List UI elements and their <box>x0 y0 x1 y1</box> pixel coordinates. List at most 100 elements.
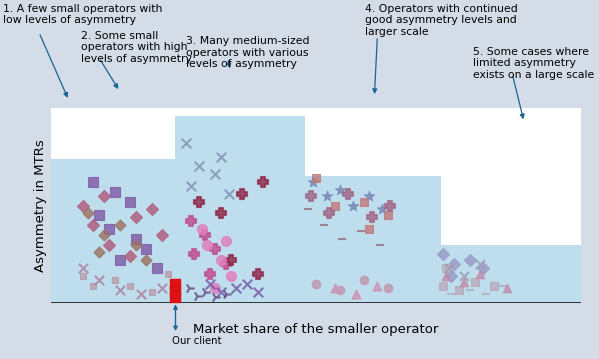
Point <box>184 285 193 290</box>
Point <box>489 283 498 289</box>
Point <box>94 213 104 218</box>
Point <box>329 202 339 208</box>
Point <box>210 295 220 300</box>
Point <box>131 242 141 248</box>
Point <box>441 265 450 271</box>
Point <box>189 252 199 257</box>
Point <box>253 271 262 277</box>
Point <box>200 232 210 238</box>
Point <box>115 287 125 293</box>
Point <box>192 293 201 298</box>
Point <box>449 261 459 267</box>
Point <box>359 199 368 205</box>
Point <box>99 193 109 199</box>
Point <box>476 261 485 267</box>
Point <box>187 183 196 189</box>
Point <box>329 285 339 290</box>
Point <box>385 202 395 208</box>
Point <box>195 164 204 169</box>
Point <box>470 279 480 285</box>
Point <box>306 193 316 199</box>
Point <box>126 253 135 259</box>
Point <box>99 232 109 238</box>
Point <box>181 140 191 146</box>
Point <box>356 228 366 234</box>
Point <box>147 289 156 294</box>
Text: Market share of the smaller operator: Market share of the smaller operator <box>193 323 438 336</box>
Point <box>216 257 225 263</box>
Point <box>465 287 474 293</box>
Point <box>210 285 220 290</box>
Point <box>237 191 247 197</box>
Point <box>104 242 114 248</box>
Bar <box>440 245 581 303</box>
Point <box>311 175 321 181</box>
Point <box>446 291 456 297</box>
Point <box>171 288 180 294</box>
Point <box>502 285 512 290</box>
Point <box>444 265 453 271</box>
Point <box>364 226 374 232</box>
Point <box>78 265 87 271</box>
Point <box>338 236 347 242</box>
Point <box>308 179 318 185</box>
Point <box>89 222 98 228</box>
Text: Our client: Our client <box>173 336 222 346</box>
Point <box>115 257 125 263</box>
Point <box>78 273 87 279</box>
Point <box>197 226 207 232</box>
Point <box>158 285 167 290</box>
Point <box>216 210 225 216</box>
Point <box>446 273 456 279</box>
Point <box>141 246 151 251</box>
Point <box>136 291 146 297</box>
Point <box>131 236 141 242</box>
Point <box>221 291 231 297</box>
Point <box>171 281 180 286</box>
Point <box>94 277 104 283</box>
Point <box>325 210 334 216</box>
Point <box>202 242 212 248</box>
Point <box>372 283 382 289</box>
Point <box>158 232 167 238</box>
Text: 3. Many medium-sized
operators with various
levels of asymmetry: 3. Many medium-sized operators with vari… <box>186 36 309 69</box>
Point <box>226 273 236 279</box>
Point <box>253 289 262 294</box>
Point <box>210 171 220 177</box>
Point <box>497 283 506 289</box>
Point <box>364 193 374 199</box>
Point <box>205 271 215 277</box>
Point <box>110 277 119 283</box>
Point <box>147 206 156 212</box>
Point <box>459 273 469 279</box>
Point <box>94 250 104 255</box>
Bar <box>305 176 440 303</box>
Point <box>187 218 196 224</box>
Point <box>110 189 119 195</box>
Point <box>375 242 385 248</box>
Point <box>454 287 464 293</box>
Point <box>478 265 488 271</box>
Point <box>441 273 450 279</box>
Point <box>465 257 474 263</box>
Point <box>126 283 135 289</box>
Point <box>351 291 361 297</box>
Point <box>438 283 448 289</box>
Point <box>348 202 358 208</box>
Point <box>476 271 485 277</box>
Point <box>335 187 344 193</box>
Point <box>89 179 98 185</box>
Point <box>200 289 210 294</box>
Point <box>311 281 321 286</box>
Point <box>216 154 225 159</box>
Point <box>163 271 173 277</box>
Point <box>216 289 225 294</box>
Point <box>319 222 329 228</box>
Point <box>83 210 93 216</box>
Point <box>303 206 313 212</box>
Point <box>131 214 141 220</box>
Point <box>221 238 231 244</box>
Point <box>335 287 344 293</box>
Point <box>226 257 236 263</box>
Point <box>343 191 353 197</box>
